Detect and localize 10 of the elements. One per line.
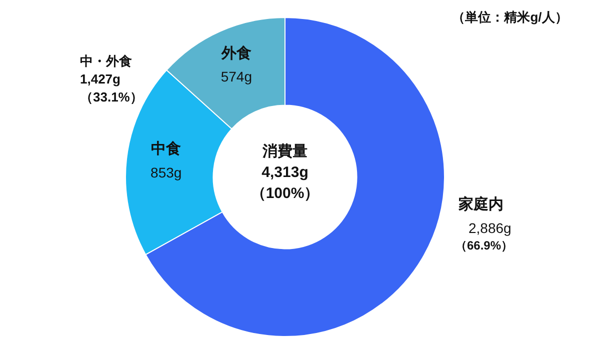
slice-label: 外食 xyxy=(220,44,252,62)
text: 中・外食 1,427g （33.1%） xyxy=(80,54,143,105)
text: （66.9%） xyxy=(455,238,514,252)
data-label: 2,886g xyxy=(468,220,512,236)
data-label: 853g xyxy=(150,164,182,180)
text: 消費量 4,313g （100%） xyxy=(250,143,320,202)
text: （単位：精米g/人） xyxy=(452,10,568,25)
slice-label: 家庭内 xyxy=(458,195,504,214)
data-label: 574g xyxy=(220,68,252,85)
slice-label: 中食 xyxy=(151,140,182,158)
